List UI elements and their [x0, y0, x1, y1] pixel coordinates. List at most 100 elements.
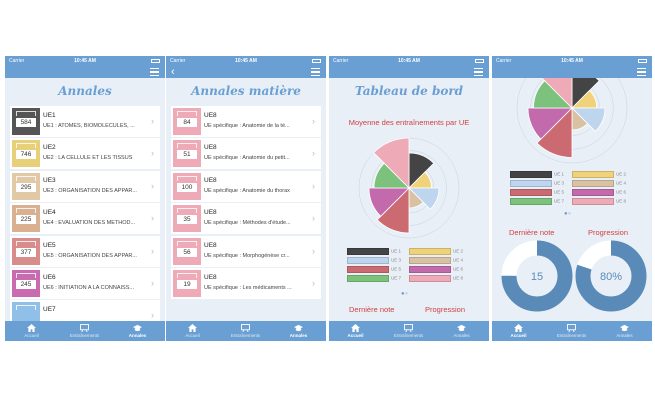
list-item[interactable]: 584 UE1 UE1 : ATOMES, BIOMOLECULES, ... › — [10, 106, 160, 137]
list-item[interactable]: 245 UE6 UE6 : INITIATION A LA CONNAISS... › — [10, 267, 160, 299]
polar-slice[interactable] — [571, 107, 606, 132]
thumbnail-board-icon — [16, 272, 36, 278]
list-item[interactable]: 295 UE3 UE3 : ORGANISATION DES APPAR... › — [10, 170, 160, 202]
tab-accueil[interactable]: Accueil — [492, 321, 545, 341]
question-count: 245 — [16, 279, 36, 289]
polar-slice[interactable] — [408, 187, 440, 210]
question-count: 84 — [177, 118, 197, 127]
grid-circle — [516, 78, 628, 164]
chevron-right-icon: › — [151, 245, 154, 256]
subject-thumbnail: 35 — [173, 205, 201, 233]
polar-slice[interactable] — [536, 107, 573, 158]
legend-label: UE 8 — [453, 275, 464, 281]
tab-accueil[interactable]: Accueil — [166, 321, 219, 341]
legend-swatch — [510, 198, 552, 205]
list-item[interactable]: 377 UE5 UE5 : ORGANISATION DES APPAR... › — [10, 235, 160, 267]
screen-annales: Carrier 10:45 AM Annales 584 UE1 UE1 : ATO… — [5, 56, 165, 341]
tab-annales[interactable]: Annales — [111, 321, 164, 341]
legend-item[interactable]: UE 7 — [347, 275, 401, 282]
tab-label: Entraînements — [393, 333, 424, 338]
legend-swatch — [347, 275, 389, 282]
legend-item[interactable]: UE 8 — [409, 275, 463, 282]
tab-annales[interactable]: Annales — [598, 321, 651, 341]
legend-item[interactable]: UE 2 — [409, 248, 463, 255]
legend-item[interactable]: UE 4 — [572, 180, 626, 187]
legend-item[interactable]: UE 6 — [409, 266, 463, 273]
thumbnail-board-icon — [177, 208, 197, 214]
menu-icon[interactable] — [150, 68, 159, 76]
battery-icon — [638, 59, 647, 63]
legend-label: UE 1 — [391, 248, 402, 254]
board-icon — [80, 324, 89, 332]
page-dots[interactable]: ●● — [401, 291, 409, 297]
polar-slice[interactable] — [373, 137, 410, 189]
battery-icon — [312, 59, 321, 63]
page-dots[interactable]: ●● — [564, 211, 572, 217]
tab-accueil[interactable]: Accueil — [5, 321, 58, 341]
back-chevron-icon[interactable]: ‹ — [171, 66, 175, 78]
thumbnail-board-icon — [16, 305, 36, 311]
legend-swatch — [510, 180, 552, 187]
item-code: UE8 — [204, 273, 217, 281]
legend-item[interactable]: UE 6 — [572, 189, 626, 196]
list-item[interactable]: 746 UE2 UE2 : LA CELLULE ET LES TISSUS › — [10, 138, 160, 170]
tab-entrainements[interactable]: Entraînements — [382, 321, 435, 341]
chevron-right-icon: › — [312, 213, 315, 224]
legend-item[interactable]: UE 2 — [572, 171, 626, 178]
list-item[interactable]: 19 UE8 UE spécifique : Les médicaments ...… — [171, 267, 321, 299]
list-item[interactable]: 35 UE8 UE spécifique : Méthodes d'étude...… — [171, 203, 321, 235]
legend-item[interactable]: UE 4 — [409, 257, 463, 264]
polar-slice[interactable] — [571, 78, 600, 109]
tab-entrainements[interactable]: Entraînements — [219, 321, 272, 341]
thumbnail-board-icon — [16, 143, 36, 149]
legend-item[interactable]: UE 3 — [510, 180, 564, 187]
legend-item[interactable]: UE 8 — [572, 198, 626, 205]
nav-bar — [492, 66, 652, 78]
legend-swatch — [572, 189, 614, 196]
screen-annales-matiere: Carrier 10:45 AM ‹ Annales matière 84 UE8… — [166, 56, 326, 341]
menu-icon[interactable] — [311, 68, 320, 76]
tab-annales[interactable]: Annales — [272, 321, 325, 341]
board-icon — [241, 324, 250, 332]
legend-swatch — [347, 257, 389, 264]
nav-bar: ‹ — [166, 66, 326, 78]
polar-slice[interactable] — [368, 187, 410, 217]
legend-label: UE 5 — [391, 266, 402, 272]
list-item[interactable]: 225 UE4 UE4 : EVALUATION DES METHOD... › — [10, 203, 160, 235]
graduation-cap-icon — [133, 324, 142, 332]
legend-item[interactable]: UE 5 — [347, 266, 401, 273]
polar-slice[interactable] — [376, 187, 410, 234]
list-item[interactable]: 100 UE8 UE spécifique : Anatomie du thorax… — [171, 170, 321, 202]
legend-label: UE 6 — [616, 189, 627, 195]
thumbnail-board-icon — [16, 208, 36, 214]
tab-entrainements[interactable]: Entraînements — [58, 321, 111, 341]
item-code: UE3 — [43, 176, 56, 184]
legend-item[interactable]: UE 1 — [510, 171, 564, 178]
legend-item[interactable]: UE 7 — [510, 198, 564, 205]
tab-annales[interactable]: Annales — [435, 321, 488, 341]
list-item[interactable]: 56 UE8 UE spécifique : Morphogénèse cr... › — [171, 235, 321, 267]
legend-item[interactable]: UE 3 — [347, 257, 401, 264]
clock: 10:45 AM — [561, 58, 583, 64]
item-description: UE6 : INITIATION A LA CONNAISS... — [43, 284, 134, 291]
item-code: UE8 — [204, 241, 217, 249]
menu-icon[interactable] — [474, 68, 483, 76]
subject-thumbnail: 19 — [173, 269, 201, 297]
legend-swatch — [572, 180, 614, 187]
chevron-right-icon: › — [312, 116, 315, 126]
page-title: Annales — [58, 84, 112, 98]
tab-entrainements[interactable]: Entraînements — [545, 321, 598, 341]
list-item[interactable]: 51 UE8 UE spécifique : Anatomie du petit..… — [171, 138, 321, 170]
polar-slice[interactable] — [527, 107, 573, 140]
polar-slice[interactable] — [533, 78, 573, 109]
tab-label: Annales — [128, 333, 147, 338]
tab-accueil[interactable]: Accueil — [329, 321, 382, 341]
menu-icon[interactable] — [637, 68, 646, 76]
item-code: UE1 — [43, 112, 56, 119]
legend-item[interactable]: UE 5 — [510, 189, 564, 196]
list-item[interactable]: 84 UE8 UE spécifique : Anatomie de la té..… — [171, 106, 321, 137]
thumbnail-board-icon — [16, 111, 36, 116]
screen-tableau-de-bord-scrolled: Carrier 10:45 AM UE 1 UE 2 UE 3 UE 4 UE 5 UE … — [492, 56, 652, 341]
carrier-label: Carrier — [170, 58, 186, 64]
legend-item[interactable]: UE 1 — [347, 248, 401, 255]
